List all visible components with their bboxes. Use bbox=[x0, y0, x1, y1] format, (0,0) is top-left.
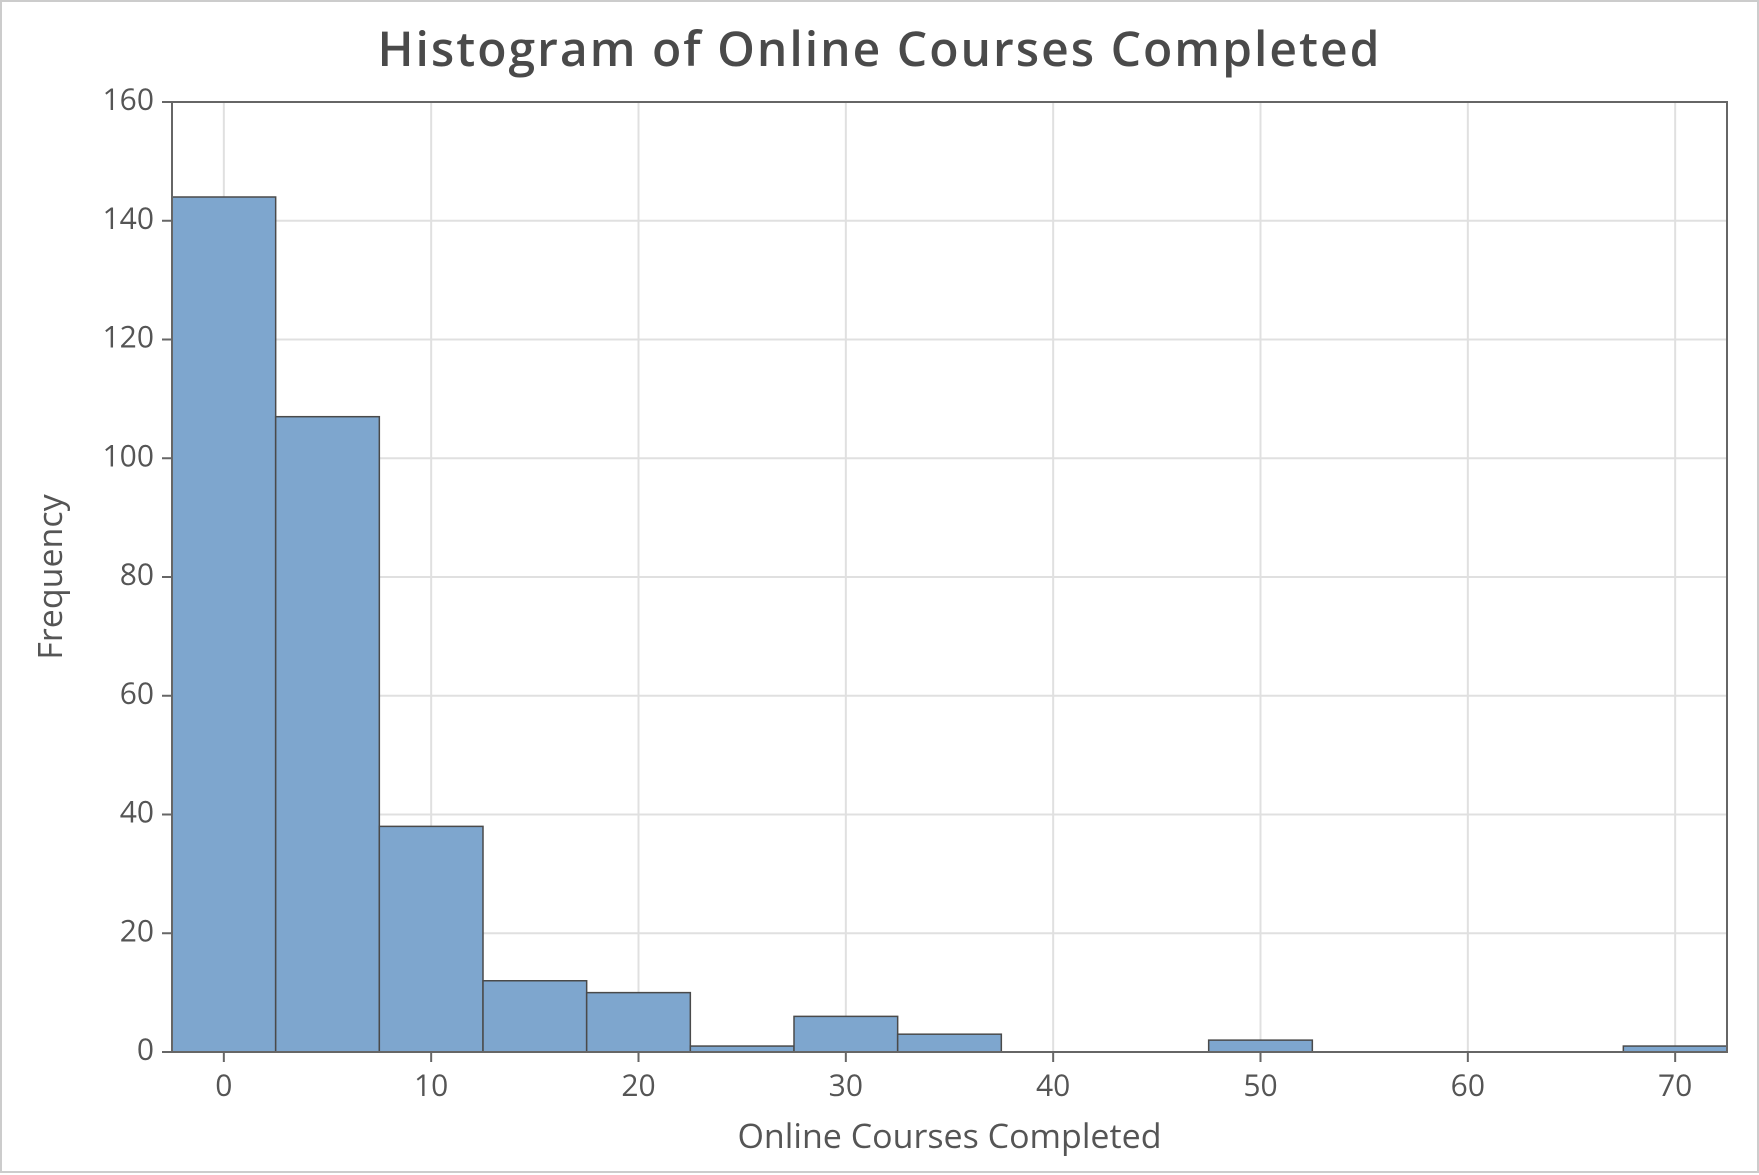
y-axis-label: Frequency bbox=[26, 493, 72, 659]
ytick-label: 140 bbox=[103, 197, 154, 238]
histogram-bar bbox=[172, 197, 276, 1052]
xtick-label: 70 bbox=[1658, 1064, 1692, 1105]
ytick-label: 80 bbox=[120, 553, 154, 594]
ytick-label: 120 bbox=[103, 316, 154, 357]
histogram-bar bbox=[276, 417, 380, 1052]
histogram-bar bbox=[483, 981, 587, 1052]
ytick-label: 0 bbox=[137, 1028, 154, 1069]
ytick-label: 40 bbox=[120, 791, 154, 832]
ytick-label: 100 bbox=[103, 434, 154, 475]
xtick-label: 10 bbox=[414, 1064, 448, 1105]
chart-title: Histogram of Online Courses Completed bbox=[2, 16, 1757, 81]
xtick-label: 20 bbox=[621, 1064, 655, 1105]
xtick-label: 60 bbox=[1451, 1064, 1485, 1105]
xtick-label: 40 bbox=[1036, 1064, 1070, 1105]
histogram-bar bbox=[794, 1016, 898, 1052]
x-axis-label: Online Courses Completed bbox=[737, 1112, 1161, 1158]
histogram-bar bbox=[1209, 1040, 1313, 1052]
histogram-plot: 0 20 40 60 80 100 120 140 160 0 10 20 30 40 50 60 70 Onli… bbox=[2, 2, 1759, 1175]
xtick-label: 30 bbox=[829, 1064, 863, 1105]
chart-container: Histogram of Online Courses Completed 0 2… bbox=[0, 0, 1759, 1173]
ytick-label: 20 bbox=[120, 909, 154, 950]
ytick-label: 60 bbox=[120, 672, 154, 713]
histogram-bar bbox=[898, 1034, 1002, 1052]
xtick-label: 50 bbox=[1243, 1064, 1277, 1105]
ytick-label: 160 bbox=[103, 78, 154, 119]
histogram-bar bbox=[379, 826, 483, 1052]
xtick-label: 0 bbox=[215, 1064, 232, 1105]
histogram-bar bbox=[587, 993, 691, 1052]
